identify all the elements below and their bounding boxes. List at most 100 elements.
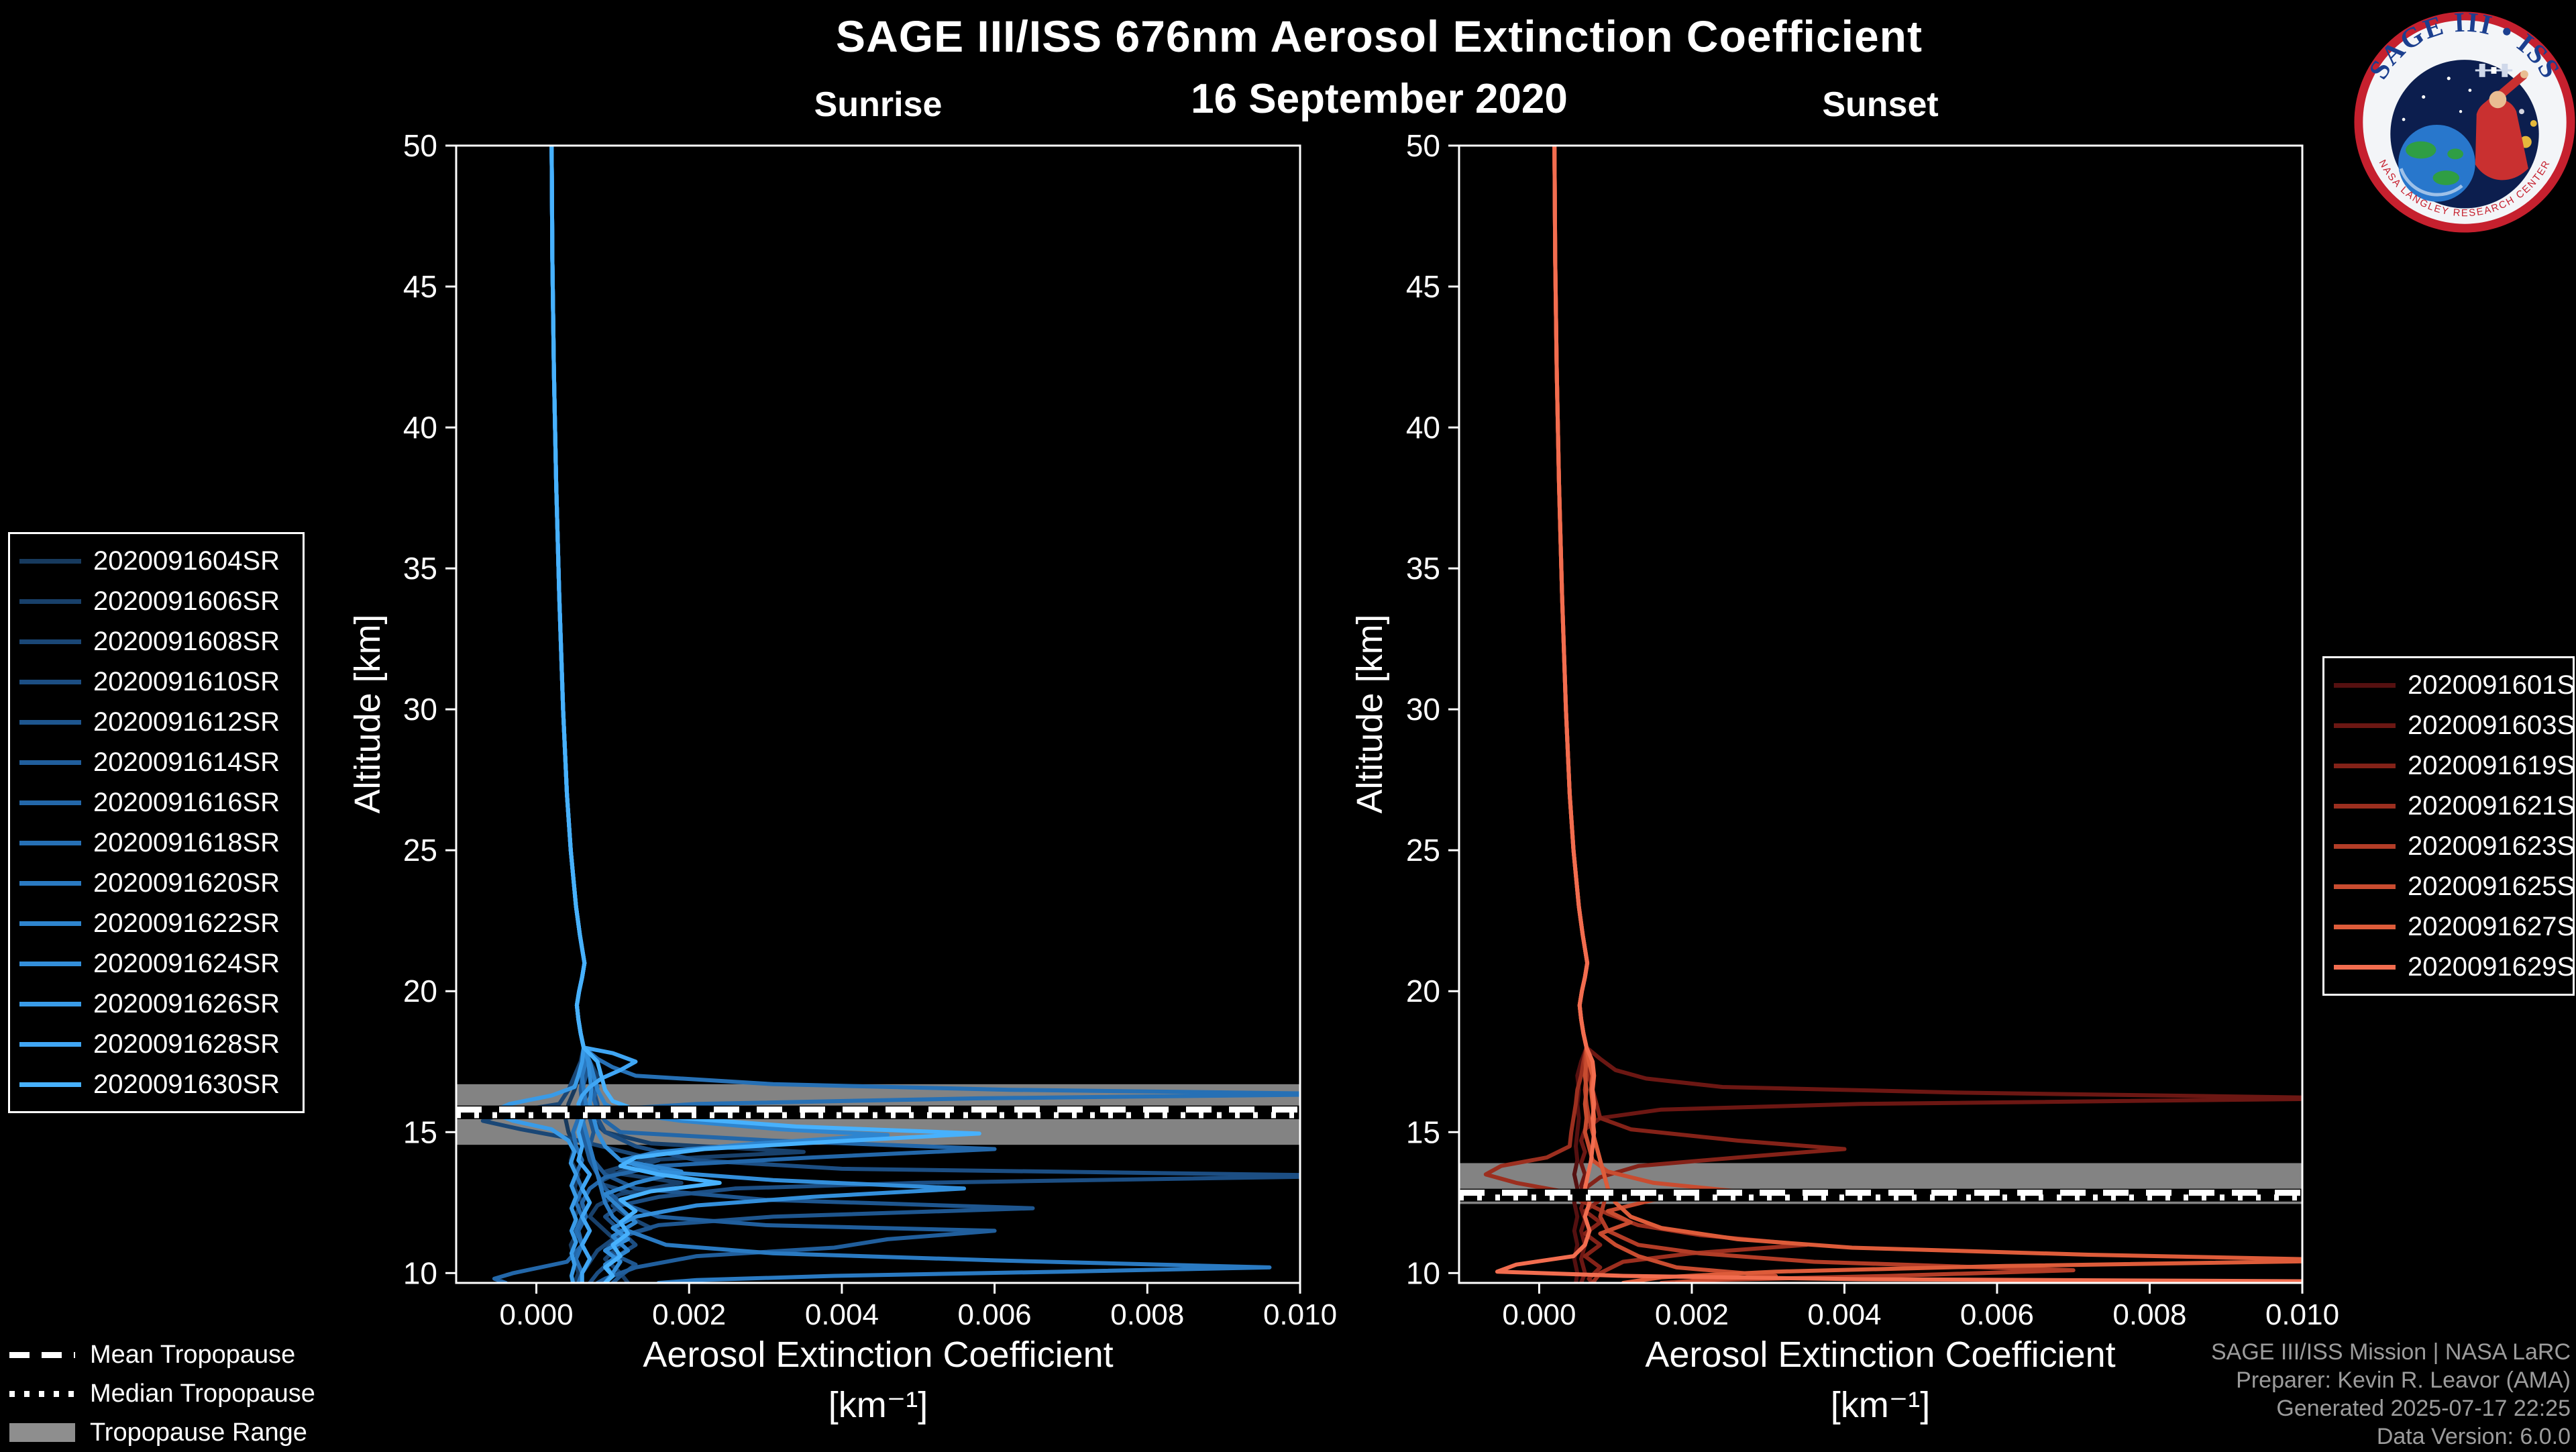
figure-date: 16 September 2020: [1191, 76, 1568, 122]
y-tick-label: 15: [1406, 1114, 1440, 1149]
y-tick-label: 20: [403, 974, 437, 1008]
legend-item: 2020091625SS: [2324, 866, 2576, 906]
legend-label: 2020091627SS: [2408, 911, 2576, 941]
x-tick-label: 0.010: [2265, 1298, 2339, 1331]
x-tick-label: 0.004: [805, 1298, 879, 1331]
legend-line-swatch: [19, 1082, 81, 1087]
legend-line-swatch: [19, 800, 81, 805]
legend-item: 2020091630SR: [10, 1064, 303, 1104]
sunrise-plot-area: [456, 146, 1300, 1283]
legend-label: 2020091618SR: [93, 827, 280, 858]
profile-line-2020091627SS: [1552, 146, 2302, 1283]
legend-item: 2020091601SS: [2324, 665, 2576, 705]
logo-stars: [2402, 76, 2472, 121]
credit-line-mission: SAGE III/ISS Mission | NASA LaRC: [2210, 1339, 2571, 1365]
legend-label: 2020091619SS: [2408, 750, 2576, 780]
profile-line-2020091625SS: [1552, 146, 1778, 1283]
x-axis-unit-sunset: [km⁻¹]: [1830, 1385, 1931, 1425]
legend-line-swatch: [2334, 803, 2396, 809]
legend-item: 2020091603SS: [2324, 705, 2576, 745]
tropopause-legend-label: Tropopause Range: [90, 1418, 307, 1447]
legend-line-swatch: [19, 558, 81, 564]
legend-item: 2020091616SR: [10, 782, 303, 823]
x-tick-label: 0.000: [499, 1298, 573, 1331]
legend-line-swatch: [19, 1041, 81, 1047]
y-tick-label: 45: [403, 269, 437, 304]
legend-line-swatch: [19, 679, 81, 684]
legend-label: 2020091610SR: [93, 666, 280, 696]
profile-line-2020091629SS: [1495, 146, 2302, 1283]
x-tick-label: 0.006: [1960, 1298, 2034, 1331]
sunrise-panel-title: Sunrise: [814, 85, 943, 124]
legend-line-swatch: [19, 840, 81, 845]
mission-logo: SAGE III • ISS NASA LANGLEY RESEARCH CEN…: [2352, 7, 2576, 235]
legend-line-swatch: [2334, 682, 2396, 688]
legend-label: 2020091620SR: [93, 868, 280, 898]
tropopause-legend-item: Mean Tropopause: [9, 1335, 315, 1374]
credit-line-preparer: Preparer: Kevin R. Leavor (AMA): [2236, 1367, 2571, 1393]
tropopause-legend-item: Median Tropopause: [9, 1374, 315, 1413]
y-tick-label: 40: [403, 410, 437, 445]
x-tick-label: 0.008: [2112, 1298, 2186, 1331]
legend-label: 2020091624SR: [93, 948, 280, 978]
x-axis-unit-sunrise: [km⁻¹]: [828, 1385, 928, 1425]
sunset-plot-area: [1459, 146, 2302, 1283]
legend-item: 2020091626SR: [10, 984, 303, 1024]
legend-item: 2020091628SR: [10, 1024, 303, 1064]
legend-line-swatch: [19, 921, 81, 926]
y-tick-label: 30: [403, 692, 437, 727]
legend-label: 2020091612SR: [93, 707, 280, 737]
legend-line-swatch: [19, 599, 81, 604]
legend-item: 2020091624SR: [10, 943, 303, 984]
y-axis-label-sunrise: Altitude [km]: [347, 614, 388, 814]
x-tick-label: 0.008: [1110, 1298, 1184, 1331]
logo-figure: [2475, 70, 2528, 180]
profile-line-2020091603SS: [1552, 146, 2302, 1283]
y-tick-label: 25: [1406, 833, 1440, 868]
axes-frame: [455, 144, 1301, 1284]
legend-label: 2020091606SR: [93, 586, 280, 616]
legend-item: 2020091629SS: [2324, 947, 2576, 987]
legend-item: 2020091619SS: [2324, 745, 2576, 786]
y-tick-label: 35: [403, 551, 437, 586]
credit-line-version: Data Version: 6.0.0: [2376, 1424, 2571, 1449]
sunset-panel-title: Sunset: [1822, 85, 1939, 124]
profile-line-2020091601SS: [1552, 146, 1590, 1283]
legend-item: 2020091621SS: [2324, 786, 2576, 826]
band-line-icon: [9, 1422, 75, 1443]
legend-line-swatch: [19, 760, 81, 765]
legend-label: 2020091608SR: [93, 626, 280, 656]
legend-label: 2020091604SR: [93, 546, 280, 576]
x-axis-label-sunset: Aerosol Extinction Coefficient: [1645, 1335, 2116, 1375]
sunrise-legend: 2020091604SR 2020091606SR 2020091608SR 2020…: [8, 532, 305, 1113]
legend-line-swatch: [19, 961, 81, 966]
legend-item: 2020091606SR: [10, 581, 303, 621]
legend-label: 2020091601SS: [2408, 670, 2576, 700]
legend-label: 2020091626SR: [93, 988, 280, 1019]
tropopause-legend-label: Median Tropopause: [90, 1379, 315, 1408]
sunset-legend: 2020091601SS 2020091603SS 2020091619SS 2020…: [2322, 656, 2576, 996]
legend-line-swatch: [2334, 843, 2396, 849]
legend-item: 2020091608SR: [10, 621, 303, 662]
logo-earth: [2398, 124, 2475, 202]
x-tick-label: 0.000: [1502, 1298, 1576, 1331]
y-tick-label: 45: [1406, 269, 1440, 304]
x-axis-label-sunrise: Aerosol Extinction Coefficient: [643, 1335, 1114, 1375]
legend-item: 2020091610SR: [10, 662, 303, 702]
y-tick-label: 15: [403, 1114, 437, 1149]
axes-frame: [1458, 144, 2304, 1284]
legend-label: 2020091614SR: [93, 747, 280, 777]
legend-item: 2020091618SR: [10, 823, 303, 863]
y-tick-label: 10: [403, 1255, 437, 1290]
y-axis-label-sunset: Altitude [km]: [1350, 614, 1390, 814]
legend-item: 2020091620SR: [10, 863, 303, 903]
legend-line-swatch: [19, 719, 81, 725]
dotted-line-icon: [9, 1384, 75, 1404]
mission-logo-svg: SAGE III • ISS NASA LANGLEY RESEARCH CEN…: [2354, 7, 2575, 233]
legend-label: 2020091628SR: [93, 1029, 280, 1059]
legend-line-swatch: [2334, 723, 2396, 728]
legend-label: 2020091622SR: [93, 908, 280, 938]
tropopause-legend-item: Tropopause Range: [9, 1413, 315, 1452]
